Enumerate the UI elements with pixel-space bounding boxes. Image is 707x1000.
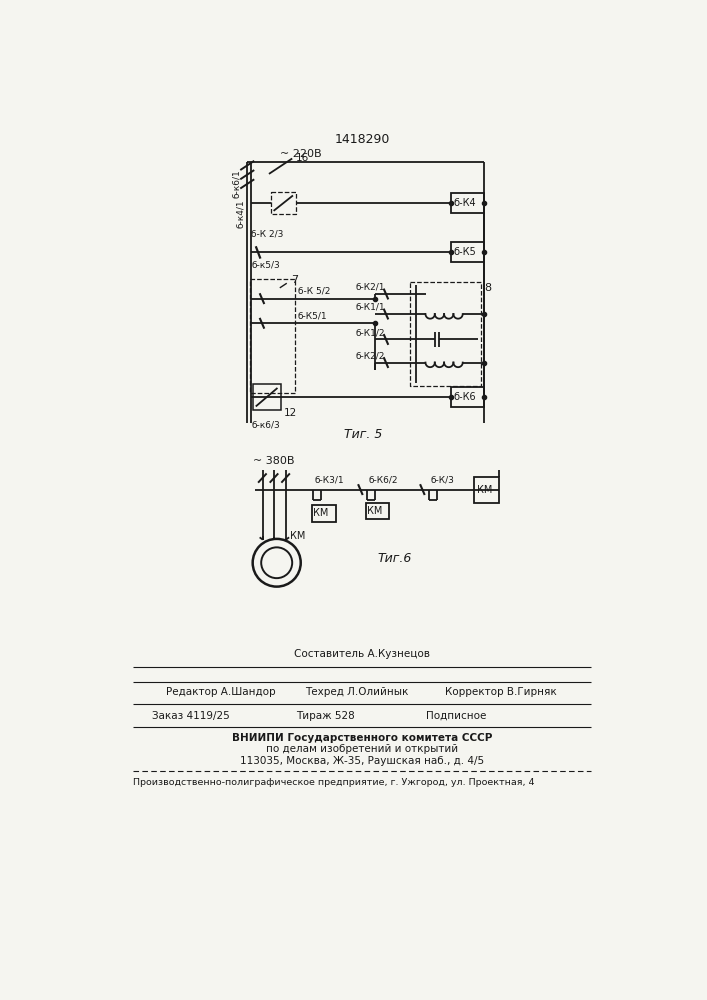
Bar xyxy=(252,384,281,410)
Text: ВНИИПИ Государственного комитета СССР: ВНИИПИ Государственного комитета СССР xyxy=(232,733,492,743)
Text: Τиг. 5: Τиг. 5 xyxy=(344,428,382,441)
Text: б-К 2/3: б-К 2/3 xyxy=(251,229,284,238)
Text: Составитель А.Кузнецов: Составитель А.Кузнецов xyxy=(294,649,430,659)
Text: по делам изобретений и открытий: по делам изобретений и открытий xyxy=(266,744,458,754)
Text: б-К/3: б-К/3 xyxy=(431,475,455,484)
Bar xyxy=(451,193,484,213)
Text: Заказ 4119/25: Заказ 4119/25 xyxy=(152,711,230,721)
Text: Подписное: Подписное xyxy=(426,711,486,721)
Bar xyxy=(271,192,296,214)
Text: КМ: КМ xyxy=(290,531,305,541)
Text: б-К3/1: б-К3/1 xyxy=(315,475,344,484)
Text: б-К1/1: б-К1/1 xyxy=(356,303,385,312)
Text: б-К1/2: б-К1/2 xyxy=(356,328,385,337)
Text: 12: 12 xyxy=(284,408,297,418)
Bar xyxy=(451,242,484,262)
Text: б-К2/2: б-К2/2 xyxy=(356,351,385,360)
Bar xyxy=(410,282,481,386)
Text: Τиг.6: Τиг.6 xyxy=(378,552,411,565)
Bar xyxy=(451,387,484,407)
Text: Корректор В.Гирняк: Корректор В.Гирняк xyxy=(445,687,556,697)
Text: б-к4/1: б-к4/1 xyxy=(235,200,245,228)
Text: 16: 16 xyxy=(296,153,310,163)
Text: Техред Л.Олийнык: Техред Л.Олийнык xyxy=(305,687,409,697)
Text: б-К6: б-К6 xyxy=(453,392,476,402)
Text: 113035, Москва, Ж-35, Раушская наб., д. 4/5: 113035, Москва, Ж-35, Раушская наб., д. … xyxy=(240,756,484,766)
Text: б-к6/1: б-к6/1 xyxy=(232,170,241,198)
Text: б-к6/3: б-к6/3 xyxy=(251,420,280,429)
Text: б-к5/3: б-к5/3 xyxy=(251,260,280,269)
Text: б-К2/1: б-К2/1 xyxy=(356,283,385,292)
Text: 8: 8 xyxy=(484,283,491,293)
Text: 1418290: 1418290 xyxy=(334,133,390,146)
Text: Тираж 528: Тираж 528 xyxy=(296,711,355,721)
Text: КМ: КМ xyxy=(368,506,382,516)
Text: б-К 5/2: б-К 5/2 xyxy=(298,286,330,295)
Text: Редактор А.Шандор: Редактор А.Шандор xyxy=(166,687,276,697)
Bar xyxy=(474,477,499,503)
Text: КМ: КМ xyxy=(313,508,329,518)
Text: б-К6/2: б-К6/2 xyxy=(369,475,399,484)
Text: 7: 7 xyxy=(291,275,298,285)
Text: ~ 220В: ~ 220В xyxy=(280,149,322,159)
Text: б-К5: б-К5 xyxy=(453,247,476,257)
Bar xyxy=(250,279,295,393)
Text: ~ 380В: ~ 380В xyxy=(253,456,295,466)
Text: КМ: КМ xyxy=(477,485,492,495)
Bar xyxy=(312,505,337,522)
Text: б-К4: б-К4 xyxy=(453,198,476,208)
Text: б-К5/1: б-К5/1 xyxy=(298,311,327,320)
Text: Производственно-полиграфическое предприятие, г. Ужгород, ул. Проектная, 4: Производственно-полиграфическое предприя… xyxy=(132,778,534,787)
Bar xyxy=(366,503,389,519)
